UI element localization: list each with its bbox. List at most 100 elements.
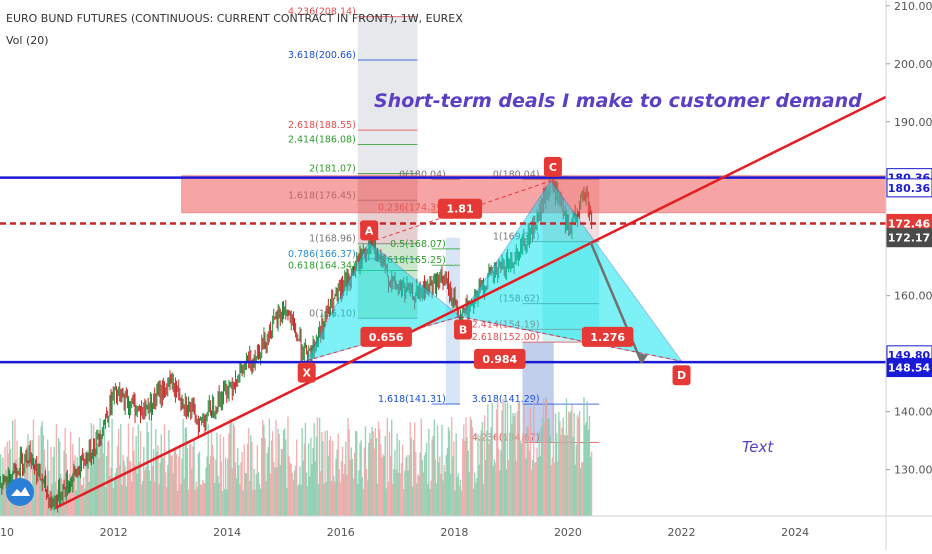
volume-bar: [74, 455, 76, 516]
volume-bar: [244, 472, 247, 516]
volume-bar: [121, 484, 123, 516]
volume-bar: [407, 470, 409, 516]
price-tag[interactable]: [886, 358, 932, 378]
volume-bar: [294, 465, 297, 516]
volume-bar: [198, 451, 201, 516]
volume-bar: [313, 423, 315, 516]
volume-bar: [507, 460, 510, 516]
volume-bar: [489, 439, 491, 516]
volume-bar: [344, 464, 346, 516]
volume-bar: [437, 462, 440, 516]
volume-bar: [528, 450, 531, 516]
volume-bar: [534, 462, 536, 516]
volume-bar: [157, 445, 159, 516]
volume-bar: [128, 460, 131, 516]
volume-bar: [289, 462, 291, 516]
volume-bar: [31, 439, 34, 516]
volume-bar: [333, 475, 335, 516]
volume-bar: [482, 484, 485, 516]
volume-bar: [150, 418, 153, 516]
volume-bar: [238, 465, 240, 516]
volume-bar: [233, 425, 236, 516]
volume-bar: [192, 446, 194, 516]
volume-bar: [323, 483, 325, 516]
price-tag[interactable]: [886, 228, 932, 248]
fib-left-level-label: 0.618(164.34): [288, 261, 356, 272]
tradingview-logo[interactable]: [6, 478, 34, 506]
volume-bar: [263, 424, 265, 516]
volume-bar: [365, 469, 368, 516]
volume-bar: [181, 458, 183, 516]
pattern-ratio-line: [369, 180, 552, 243]
trend-line[interactable]: [56, 95, 887, 509]
volume-bar: [228, 433, 230, 516]
volume-bar: [188, 444, 191, 516]
volume-bar: [496, 400, 499, 516]
volume-bar: [563, 434, 565, 516]
volume-bar: [163, 424, 166, 516]
volume-bar: [336, 449, 338, 516]
volume-bar: [463, 424, 465, 516]
volume-bar: [161, 457, 164, 516]
pattern-point-badge[interactable]: [360, 220, 379, 241]
ratio-badge[interactable]: [474, 348, 526, 369]
volume-bar: [320, 471, 322, 516]
ratio-label: 0.656: [369, 331, 404, 344]
volume-bar: [522, 433, 524, 516]
volume-bar: [208, 464, 211, 516]
ratio-badge[interactable]: [360, 326, 412, 347]
volume-bar: [392, 483, 394, 516]
volume-bar: [468, 472, 470, 516]
volume-bar: [149, 481, 152, 516]
volume-bar: [572, 436, 574, 516]
volume-bar: [433, 419, 436, 516]
pattern-point-badge[interactable]: [543, 156, 562, 177]
volume-bar: [469, 416, 472, 516]
volume-bar: [231, 468, 233, 516]
volume-bar: [302, 460, 304, 516]
volume-bar: [122, 454, 124, 516]
volume-bar: [370, 439, 372, 516]
volume-bar: [162, 457, 165, 516]
volume-bar: [535, 462, 537, 516]
volume-bar: [295, 439, 298, 516]
volume-bar: [584, 424, 586, 516]
volume-bar: [193, 439, 195, 516]
volume-bar: [194, 489, 196, 516]
volume-bar: [457, 473, 460, 516]
volume-bar: [242, 490, 244, 516]
volume-bar: [573, 412, 575, 516]
volume-bar: [412, 440, 415, 516]
text-annotation[interactable]: Text: [742, 438, 774, 456]
volume-bar: [460, 490, 463, 516]
volume-bar: [475, 483, 477, 516]
headline-annotation[interactable]: Short-term deals I make to customer dema…: [374, 90, 862, 112]
volume-bar: [586, 401, 588, 516]
volume-bar: [81, 484, 84, 516]
volume-bar: [204, 483, 206, 516]
price-tag[interactable]: [886, 178, 932, 198]
ratio-badge[interactable]: [581, 326, 634, 347]
volume-bar: [550, 465, 552, 516]
volume-bar: [129, 461, 132, 516]
ratio-badge[interactable]: [438, 198, 483, 219]
pattern-point-badge[interactable]: [672, 365, 691, 386]
volume-bar: [380, 444, 382, 516]
volume-bar: [415, 451, 417, 516]
volume-bar: [327, 455, 330, 516]
volume-bar: [309, 476, 311, 516]
volume-bar: [399, 473, 402, 516]
volume-bar: [410, 437, 413, 516]
pattern-point-badge[interactable]: [297, 362, 316, 383]
volume-bar: [490, 427, 492, 516]
pattern-point-badge[interactable]: [454, 319, 473, 340]
volume-bar: [511, 423, 513, 516]
fib-mid-level-label: 0.5(168.07): [390, 239, 446, 250]
volume-bar: [350, 447, 352, 516]
volume-bar: [353, 452, 356, 516]
volume-bar: [342, 473, 345, 516]
volume-bar: [512, 413, 514, 516]
volume-bar: [306, 486, 309, 516]
volume-bar: [12, 420, 14, 516]
